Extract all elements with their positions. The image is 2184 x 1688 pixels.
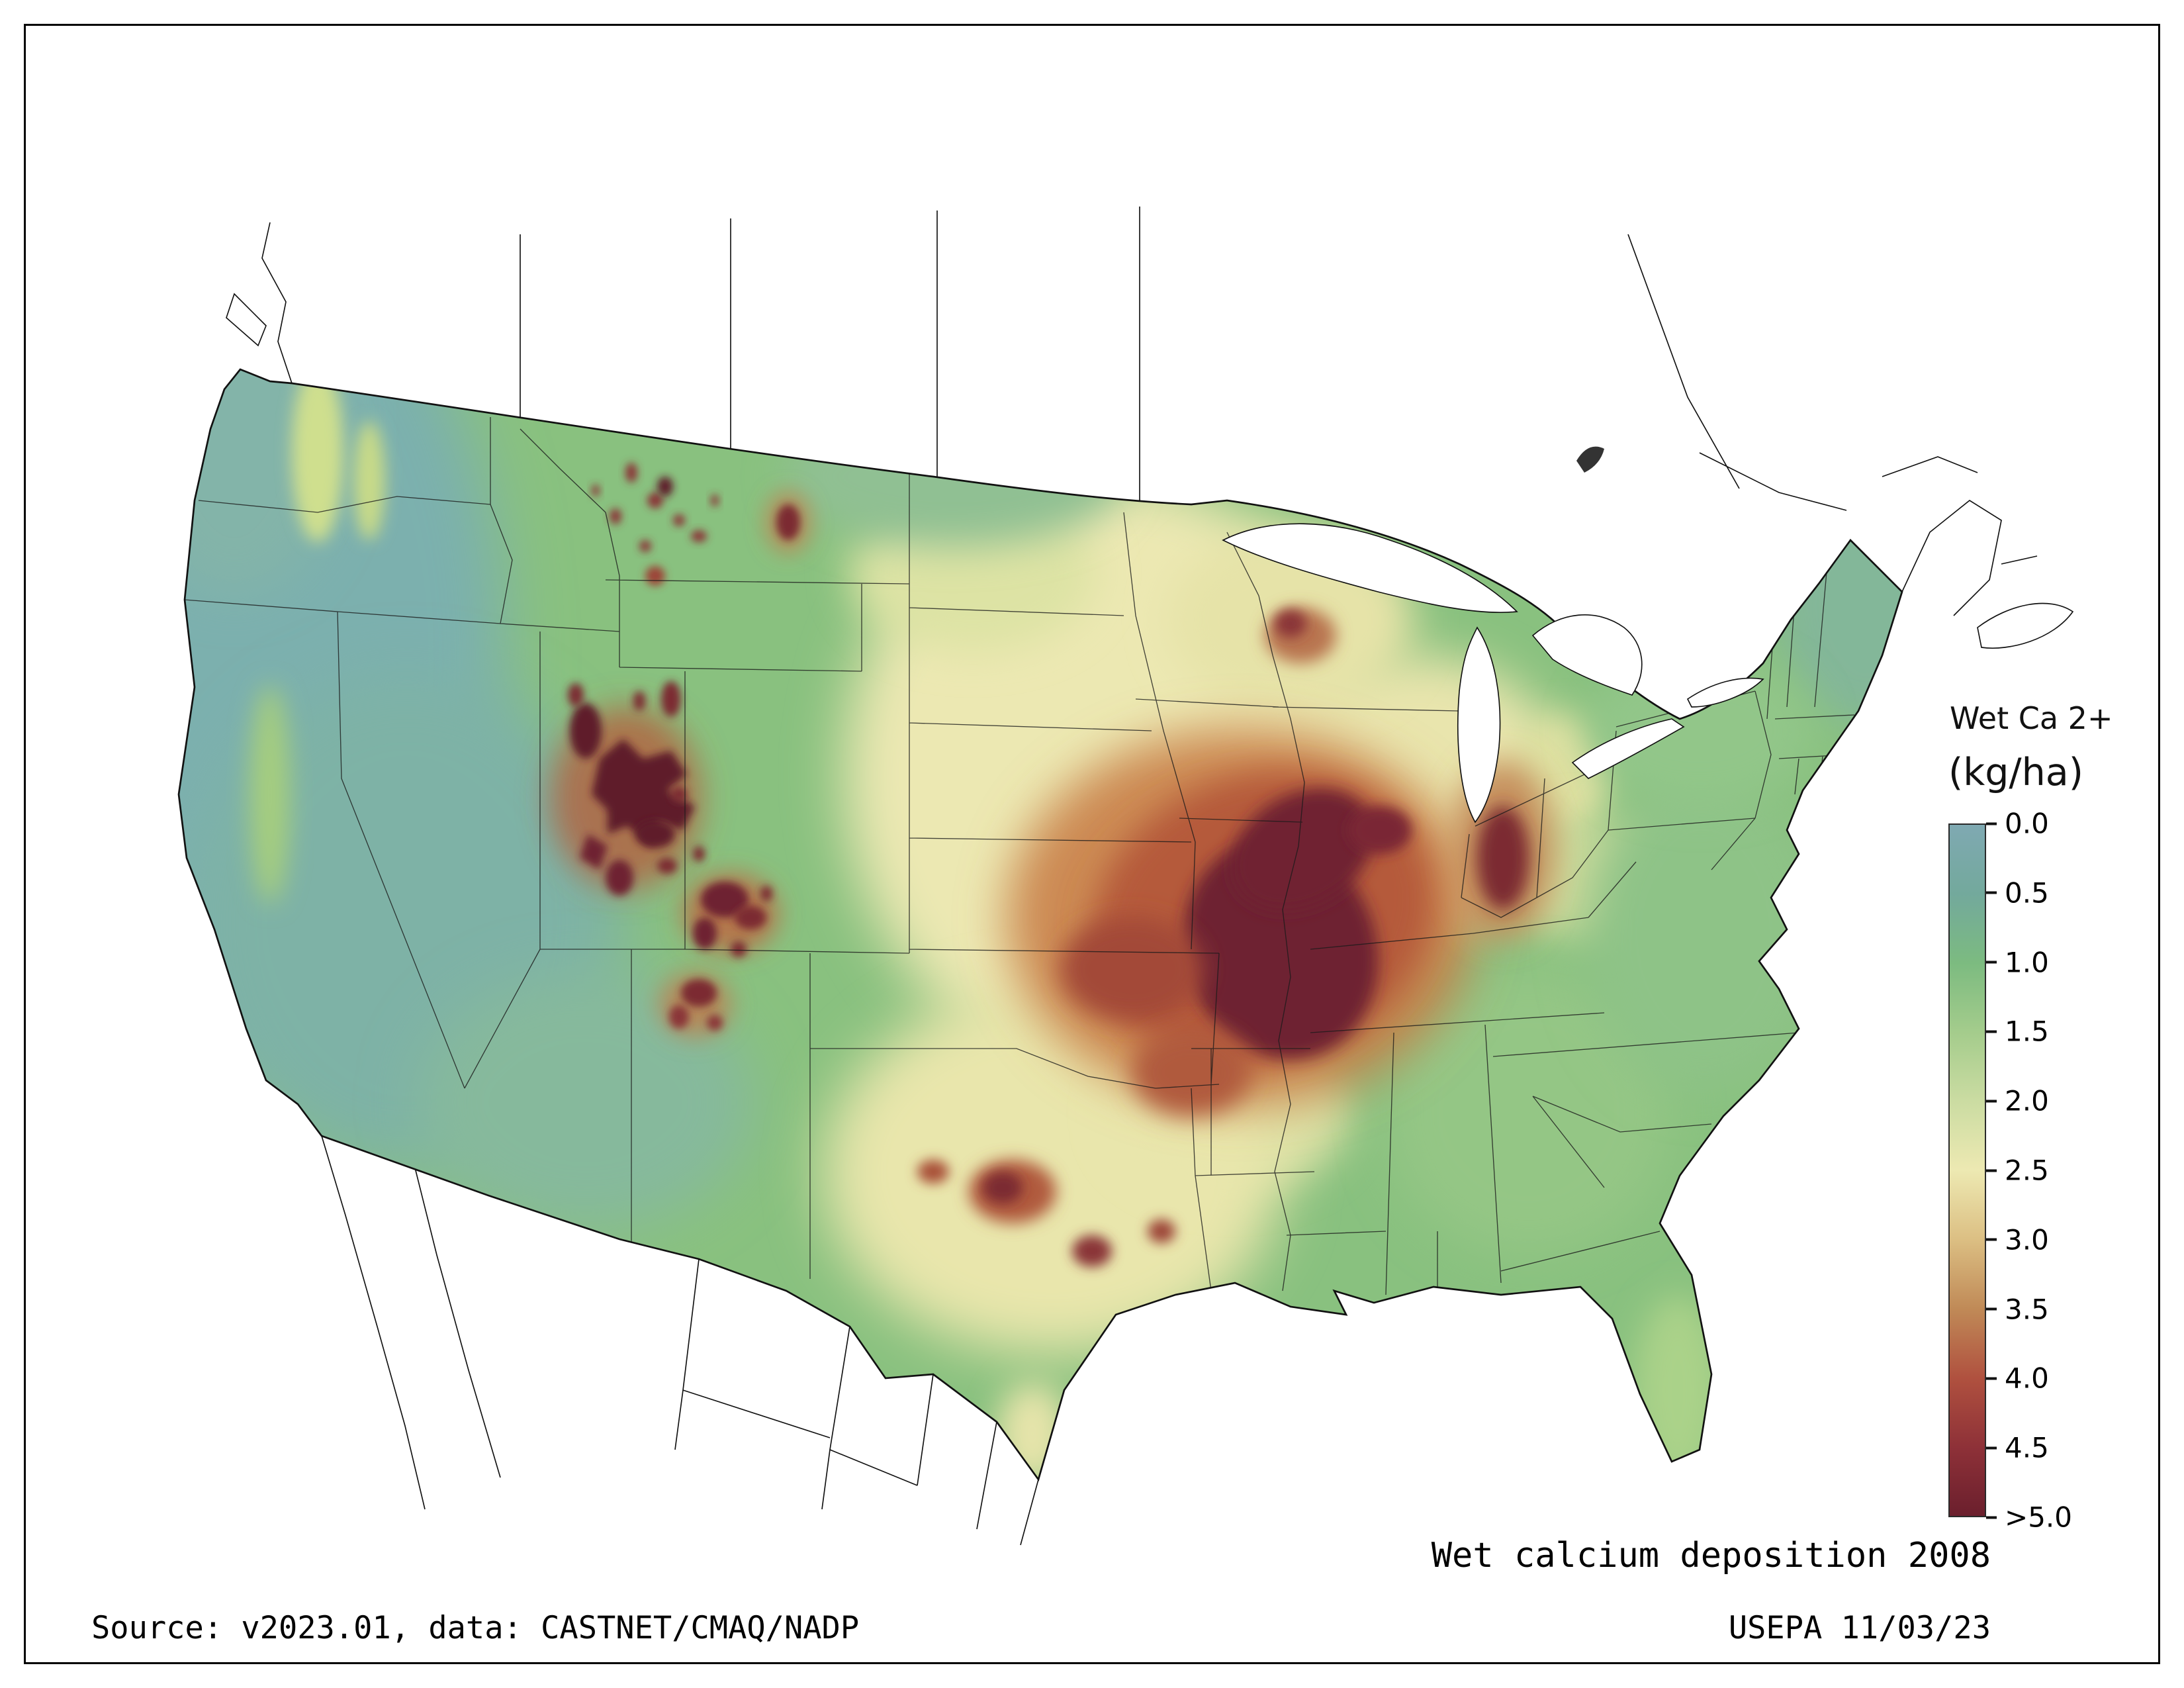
colorbar-legend: Wet Ca 2+ (kg/ha) 0.0 0.5 1.0 1.5 2.0 2.5 3.0 3… [1948,700,2173,1534]
small-lakes-ontario [1576,446,1604,473]
tick-mark-icon [1986,891,1997,894]
great-lakes [1222,523,1764,823]
lake-huron [1531,614,1643,696]
colorbar-tick: >5.0 [1986,1501,2072,1534]
colorbar-tick: 2.5 [1986,1154,2049,1187]
credit-line: USEPA 11/03/23 [1728,1610,1991,1646]
colorbar-tick: 4.0 [1986,1362,2049,1395]
tick-mark-icon [1986,1238,1997,1241]
colorbar-tick: 4.5 [1986,1432,2049,1464]
tick-label: 2.0 [2005,1084,2049,1117]
source-line: Source: v2023.01, data: CASTNET/CMAQ/NAD… [91,1610,860,1646]
tick-mark-icon [1986,961,1997,964]
colorbar-tick: 0.5 [1986,876,2049,909]
tick-label: 3.0 [2005,1223,2049,1256]
colorbar: 0.0 0.5 1.0 1.5 2.0 2.5 3.0 3.5 4.0 4.5 >5.0 [1948,808,2072,1534]
tick-mark-icon [1986,822,1997,825]
mexico-borders [321,1135,1039,1546]
colorbar-tick: 0.0 [1986,808,2049,840]
heatmap-red-layer [917,608,1555,1267]
tick-mark-icon [1986,1100,1997,1103]
tick-label: 2.5 [2005,1154,2049,1187]
tick-mark-icon [1986,1307,1997,1311]
canada-borders [226,207,2074,649]
tick-label: 1.5 [2005,1015,2049,1048]
lake-erie [1571,718,1685,780]
heatmap-rockies-layer [550,463,812,1037]
tick-label: 3.5 [2005,1293,2049,1326]
colorbar-tick: 3.0 [1986,1223,2049,1256]
colorbar-tick: 1.0 [1986,946,2049,978]
lake-michigan [1457,626,1501,823]
canada-boundary-lines [261,207,2038,616]
colorbar-tick: 3.5 [1986,1293,2049,1325]
lake-superior [1222,523,1518,614]
heatmap-teal-layer [179,369,1902,1231]
lake-ontario [1686,677,1764,708]
tick-mark-icon [1986,1030,1997,1033]
tick-label: >5.0 [2005,1501,2072,1534]
vancouver-island [226,293,267,347]
colorbar-tick: 2.0 [1986,1085,2049,1117]
tick-mark-icon [1986,1169,1997,1172]
colorbar-gradient [1948,823,1986,1517]
colorbar-tick: 1.5 [1986,1015,2049,1048]
tick-label: 4.0 [2005,1362,2049,1395]
colorbar-ticks: 0.0 0.5 1.0 1.5 2.0 2.5 3.0 3.5 4.0 4.5 >5.0 [1986,808,2152,1534]
legend-title: Wet Ca 2+ [1950,700,2113,736]
tick-mark-icon [1986,1377,1997,1380]
mexico-boundary-lines [321,1135,1039,1546]
legend-units: (kg/ha) [1948,751,2083,794]
map-title: Wet calcium deposition 2008 [1431,1536,1991,1575]
tick-label: 4.5 [2005,1431,2049,1464]
tick-mark-icon [1986,1516,1997,1519]
nova-scotia [1977,602,2074,649]
tick-label: 1.0 [2005,946,2049,979]
tick-label: 0.0 [2005,807,2049,840]
tick-mark-icon [1986,1446,1997,1450]
tick-label: 0.5 [2005,876,2049,910]
